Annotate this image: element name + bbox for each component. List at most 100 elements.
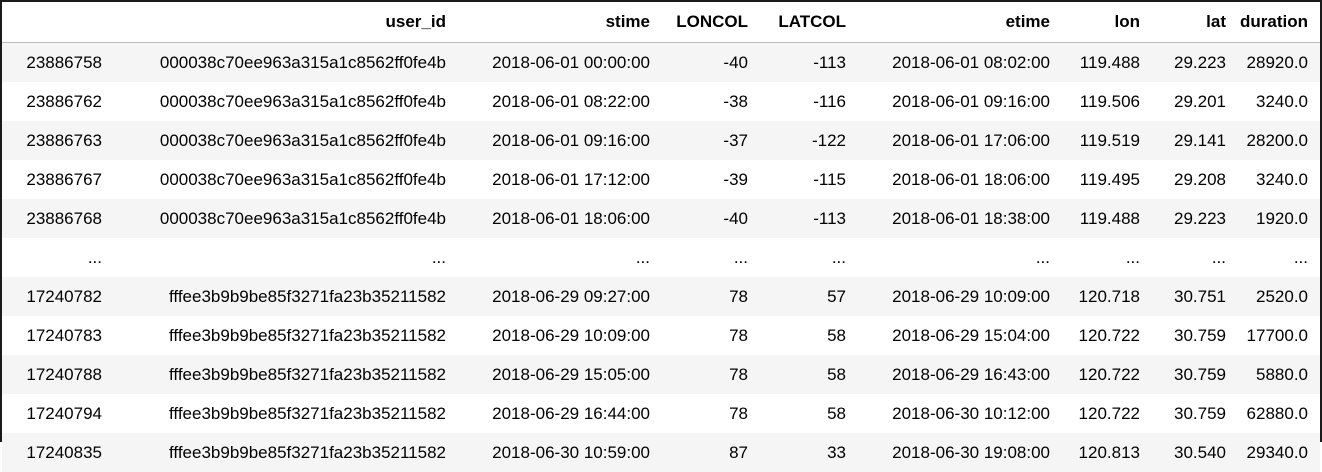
cell-loncol: -38 [662,82,760,121]
cell-duration: 17700.0 [1238,316,1320,355]
cell-lat: ... [1152,238,1238,277]
cell-lon: 119.506 [1062,82,1152,121]
cell-latcol: 57 [760,277,858,316]
cell-latcol: ... [760,238,858,277]
cell-stime: 2018-06-29 10:09:00 [458,316,662,355]
cell-stime: 2018-06-01 18:06:00 [458,199,662,238]
cell-duration: 29340.0 [1238,433,1320,472]
cell-stime: ... [458,238,662,277]
cell-lon: 119.495 [1062,160,1152,199]
cell-lon: 120.813 [1062,433,1152,472]
cell-loncol: 87 [662,433,760,472]
cell-user-id: fffee3b9b9be85f3271fa23b35211582 [114,433,458,472]
cell-lon: 120.722 [1062,394,1152,433]
row-index: 23886758 [2,43,114,83]
cell-latcol: -113 [760,43,858,83]
cell-latcol: -113 [760,199,858,238]
cell-user-id: fffee3b9b9be85f3271fa23b35211582 [114,277,458,316]
row-index: 23886768 [2,199,114,238]
row-index: 17240782 [2,277,114,316]
cell-lat: 29.208 [1152,160,1238,199]
cell-duration: 3240.0 [1238,82,1320,121]
cell-user-id: ... [114,238,458,277]
cell-duration: 3240.0 [1238,160,1320,199]
cell-loncol: -37 [662,121,760,160]
column-header-loncol: LONCOL [662,2,760,43]
cell-loncol: 78 [662,355,760,394]
row-index: 17240835 [2,433,114,472]
cell-duration: 2520.0 [1238,277,1320,316]
cell-user-id: fffee3b9b9be85f3271fa23b35211582 [114,355,458,394]
cell-lat: 30.759 [1152,316,1238,355]
cell-user-id: fffee3b9b9be85f3271fa23b35211582 [114,394,458,433]
cell-user-id: 000038c70ee963a315a1c8562ff0fe4b [114,43,458,83]
cell-stime: 2018-06-01 09:16:00 [458,121,662,160]
column-header-duration: duration [1238,2,1320,43]
cell-latcol: 58 [760,355,858,394]
row-index: 23886767 [2,160,114,199]
cell-lat: 30.751 [1152,277,1238,316]
header-row: user_id stime LONCOL LATCOL etime lon la… [2,2,1320,43]
cell-user-id: 000038c70ee963a315a1c8562ff0fe4b [114,121,458,160]
cell-lat: 29.223 [1152,199,1238,238]
cell-loncol: 78 [662,394,760,433]
cell-latcol: -116 [760,82,858,121]
cell-stime: 2018-06-29 15:05:00 [458,355,662,394]
cell-lon: 120.722 [1062,316,1152,355]
column-header-etime: etime [858,2,1062,43]
cell-user-id: 000038c70ee963a315a1c8562ff0fe4b [114,199,458,238]
cell-etime: 2018-06-29 10:09:00 [858,277,1062,316]
cell-etime: 2018-06-30 19:08:00 [858,433,1062,472]
column-header-lat: lat [1152,2,1238,43]
row-index: 23886763 [2,121,114,160]
cell-lon: 119.519 [1062,121,1152,160]
cell-duration: 1920.0 [1238,199,1320,238]
index-header [2,2,114,43]
cell-latcol: 58 [760,394,858,433]
cell-etime: 2018-06-30 10:12:00 [858,394,1062,433]
dataframe-frame: user_id stime LONCOL LATCOL etime lon la… [0,0,1322,442]
cell-lon: ... [1062,238,1152,277]
table-row: ........................... [2,238,1320,277]
column-header-lon: lon [1062,2,1152,43]
cell-duration: 28200.0 [1238,121,1320,160]
cell-lat: 29.141 [1152,121,1238,160]
cell-etime: 2018-06-01 18:38:00 [858,199,1062,238]
cell-lon: 120.722 [1062,355,1152,394]
cell-duration: 62880.0 [1238,394,1320,433]
cell-lat: 29.223 [1152,43,1238,83]
cell-lon: 119.488 [1062,43,1152,83]
cell-latcol: -115 [760,160,858,199]
column-header-user-id: user_id [114,2,458,43]
row-index: 17240788 [2,355,114,394]
row-index: 23886762 [2,82,114,121]
cell-duration: 5880.0 [1238,355,1320,394]
cell-stime: 2018-06-29 09:27:00 [458,277,662,316]
cell-loncol: ... [662,238,760,277]
cell-etime: 2018-06-01 09:16:00 [858,82,1062,121]
cell-stime: 2018-06-30 10:59:00 [458,433,662,472]
cell-loncol: -40 [662,199,760,238]
cell-loncol: -39 [662,160,760,199]
cell-loncol: 78 [662,316,760,355]
cell-etime: 2018-06-01 17:06:00 [858,121,1062,160]
cell-latcol: 33 [760,433,858,472]
cell-lat: 30.759 [1152,394,1238,433]
cell-user-id: 000038c70ee963a315a1c8562ff0fe4b [114,82,458,121]
cell-stime: 2018-06-29 16:44:00 [458,394,662,433]
cell-etime: 2018-06-01 08:02:00 [858,43,1062,83]
cell-user-id: fffee3b9b9be85f3271fa23b35211582 [114,316,458,355]
cell-latcol: -122 [760,121,858,160]
cell-etime: 2018-06-29 15:04:00 [858,316,1062,355]
